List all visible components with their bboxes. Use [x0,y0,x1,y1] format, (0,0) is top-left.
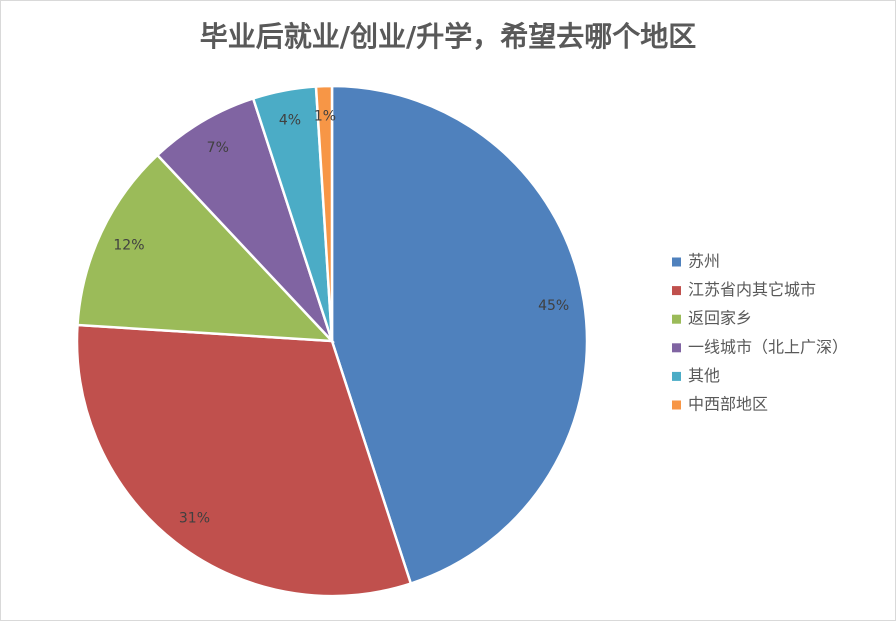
legend-label: 其他 [688,366,720,385]
legend-label: 江苏省内其它城市 [688,280,816,299]
data-label: 31% [179,510,210,526]
data-label: 7% [207,140,229,156]
legend-swatch [672,257,681,267]
legend-swatch [672,400,681,410]
pie-slice [155,96,334,342]
legend-swatch [672,371,681,381]
legend-label: 一线城市（北上广深） [688,337,848,356]
legend-swatch [672,343,681,353]
data-label: 45% [538,298,569,314]
pie-slice [330,84,589,586]
pie-slice [75,323,413,598]
chart-title: 毕业后就业/创业/升学，希望去哪个地区 [200,20,696,53]
legend-label: 苏州 [688,252,720,271]
legend-swatch [672,314,681,324]
pie-slice [314,84,334,342]
data-label: 4% [279,113,301,129]
legend-label: 返回家乡 [688,309,752,328]
data-label: 12% [113,237,144,253]
pie-slice [76,153,336,343]
data-label: 1% [314,109,336,125]
legend-label: 中西部地区 [688,395,768,414]
legend-swatch [672,286,681,296]
